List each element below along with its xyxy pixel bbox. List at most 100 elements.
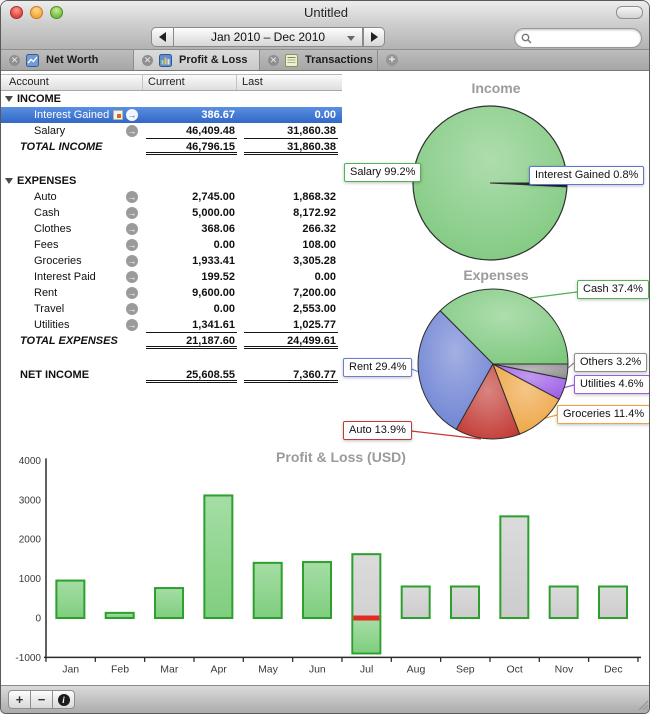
- zoom-window-icon[interactable]: [50, 6, 63, 19]
- info-icon: i: [57, 693, 70, 706]
- tab-label: Net Worth: [46, 54, 99, 66]
- column-header-current[interactable]: Current: [143, 75, 237, 90]
- column-header-account[interactable]: Account: [1, 75, 143, 90]
- last-value: 7,200.00: [293, 287, 336, 299]
- tab-transactions[interactable]: ✕ Transactions: [260, 50, 378, 70]
- pie-label-rent: Rent 29.4%: [343, 358, 413, 377]
- accounts-table: INCOME Interest Gained → 386.67 0.00 Salary → 4…: [1, 91, 342, 383]
- total-label: NET INCOME: [20, 369, 90, 381]
- current-value: 5,000.00: [192, 207, 235, 219]
- row-detail-arrow-icon[interactable]: →: [126, 271, 138, 283]
- current-value: 386.67: [201, 109, 235, 121]
- search-field[interactable]: [514, 28, 642, 48]
- tab-label: Profit & Loss: [179, 54, 248, 66]
- search-input[interactable]: [532, 31, 636, 45]
- table-row[interactable]: Clothes → 368.06 266.32: [1, 221, 342, 237]
- bar-chart-title: Profit & Loss (USD): [276, 449, 406, 465]
- toolbar-toggle-button[interactable]: [616, 6, 643, 19]
- x-axis-month-label: Sep: [456, 663, 475, 675]
- right-arrow-icon: [370, 32, 378, 42]
- x-axis-month-label: Jul: [360, 663, 373, 675]
- pie-slice-auto[interactable]: [455, 362, 521, 440]
- income-chart-title: Income: [471, 80, 521, 96]
- tab-profit-loss[interactable]: ✕ Profit & Loss: [133, 50, 260, 70]
- resize-grip[interactable]: [637, 699, 649, 711]
- row-detail-arrow-icon[interactable]: →: [126, 255, 138, 267]
- last-value: 3,305.28: [293, 255, 336, 267]
- expenses-pie-chart: Expenses Cash 37.4% Rent 29.4% Auto 13.9% G…: [341, 263, 649, 441]
- account-label: Clothes: [34, 223, 72, 235]
- bar-nov: [548, 585, 579, 619]
- table-spacer: [1, 155, 342, 173]
- row-detail-arrow-icon[interactable]: →: [126, 125, 138, 137]
- table-row[interactable]: Interest Paid → 199.52 0.00: [1, 269, 342, 285]
- row-detail-arrow-icon[interactable]: →: [126, 191, 138, 203]
- table-row[interactable]: Groceries → 1,933.41 3,305.28: [1, 253, 342, 269]
- attachment-badge-icon: [113, 110, 123, 120]
- x-axis-month-label: Nov: [555, 663, 574, 675]
- current-value: 46,796.15: [146, 139, 237, 155]
- current-value: 2,745.00: [192, 191, 235, 203]
- table-spacer: [1, 349, 342, 367]
- table-row[interactable]: Cash → 5,000.00 8,172.92: [1, 205, 342, 221]
- profit-loss-bar-chart: -1000 0 1000 2000 3000 4000 Jan Feb Mar Apr May Jun…: [1, 441, 649, 687]
- account-label: Cash: [34, 207, 60, 219]
- current-value: 1,341.61: [146, 317, 237, 333]
- row-detail-arrow-icon[interactable]: →: [126, 319, 138, 331]
- row-detail-arrow-icon[interactable]: →: [126, 109, 138, 121]
- expenses-chart-title: Expenses: [463, 267, 529, 283]
- current-value: 1,933.41: [192, 255, 235, 267]
- table-header: Account Current Last: [1, 74, 342, 91]
- row-detail-arrow-icon[interactable]: →: [126, 239, 138, 251]
- table-row[interactable]: Rent → 9,600.00 7,200.00: [1, 285, 342, 301]
- bar-aug: [400, 585, 431, 619]
- info-button[interactable]: i: [52, 690, 75, 709]
- minimize-window-icon[interactable]: [30, 6, 43, 19]
- close-tab-icon[interactable]: ✕: [142, 54, 153, 66]
- disclosure-triangle-icon[interactable]: [5, 178, 13, 184]
- row-detail-arrow-icon[interactable]: →: [126, 223, 138, 235]
- account-label: Interest Paid: [34, 271, 96, 283]
- table-row[interactable]: Interest Gained → 386.67 0.00: [1, 107, 342, 123]
- row-detail-arrow-icon[interactable]: →: [126, 287, 138, 299]
- table-row[interactable]: Salary → 46,409.48 31,860.38: [1, 123, 342, 139]
- total-label: TOTAL INCOME: [20, 141, 103, 153]
- row-detail-arrow-icon[interactable]: →: [126, 207, 138, 219]
- tab-net-worth[interactable]: ✕ Net Worth: [1, 50, 134, 70]
- disclosure-triangle-icon[interactable]: [5, 96, 13, 102]
- close-window-icon[interactable]: [10, 6, 23, 19]
- table-row[interactable]: Travel → 0.00 2,553.00: [1, 301, 342, 317]
- account-label: Groceries: [34, 255, 82, 267]
- group-label: INCOME: [17, 93, 61, 105]
- close-tab-icon[interactable]: ✕: [268, 54, 279, 66]
- last-value: 24,499.61: [244, 333, 338, 349]
- previous-period-button[interactable]: [151, 27, 173, 47]
- row-detail-arrow-icon[interactable]: →: [126, 303, 138, 315]
- pie-slice-others[interactable]: [492, 363, 569, 380]
- bar-feb: [104, 611, 135, 620]
- last-value: 1,025.77: [244, 317, 338, 333]
- add-tab-button[interactable]: +: [378, 50, 406, 70]
- account-label: Travel: [34, 303, 65, 315]
- column-header-last[interactable]: Last: [242, 76, 263, 88]
- pie-label-salary: Salary 99.2%: [344, 163, 422, 182]
- close-tab-icon[interactable]: ✕: [9, 54, 20, 66]
- bar-may: [252, 561, 283, 619]
- remove-account-button[interactable]: −: [30, 690, 53, 709]
- pie-slice-cash[interactable]: [439, 288, 569, 365]
- date-range-dropdown[interactable]: Jan 2010 – Dec 2010: [173, 27, 363, 47]
- x-axis-month-label: Jan: [62, 663, 79, 675]
- bar-chart-icon: [159, 53, 172, 67]
- add-account-button[interactable]: +: [8, 690, 31, 709]
- next-period-button[interactable]: [363, 27, 385, 47]
- pie-slice-rent[interactable]: [417, 310, 494, 431]
- last-value: 108.00: [302, 239, 336, 251]
- table-row[interactable]: Auto → 2,745.00 1,868.32: [1, 189, 342, 205]
- current-value: 25,608.55: [146, 367, 237, 383]
- last-value: 1,868.32: [293, 191, 336, 203]
- table-row: TOTAL INCOME 46,796.15 31,860.38: [1, 139, 342, 155]
- table-row[interactable]: Fees → 0.00 108.00: [1, 237, 342, 253]
- table-row[interactable]: Utilities → 1,341.61 1,025.77: [1, 317, 342, 333]
- bottom-toolbar: + − i: [1, 685, 649, 713]
- table-row: TOTAL EXPENSES 21,187.60 24,499.61: [1, 333, 342, 349]
